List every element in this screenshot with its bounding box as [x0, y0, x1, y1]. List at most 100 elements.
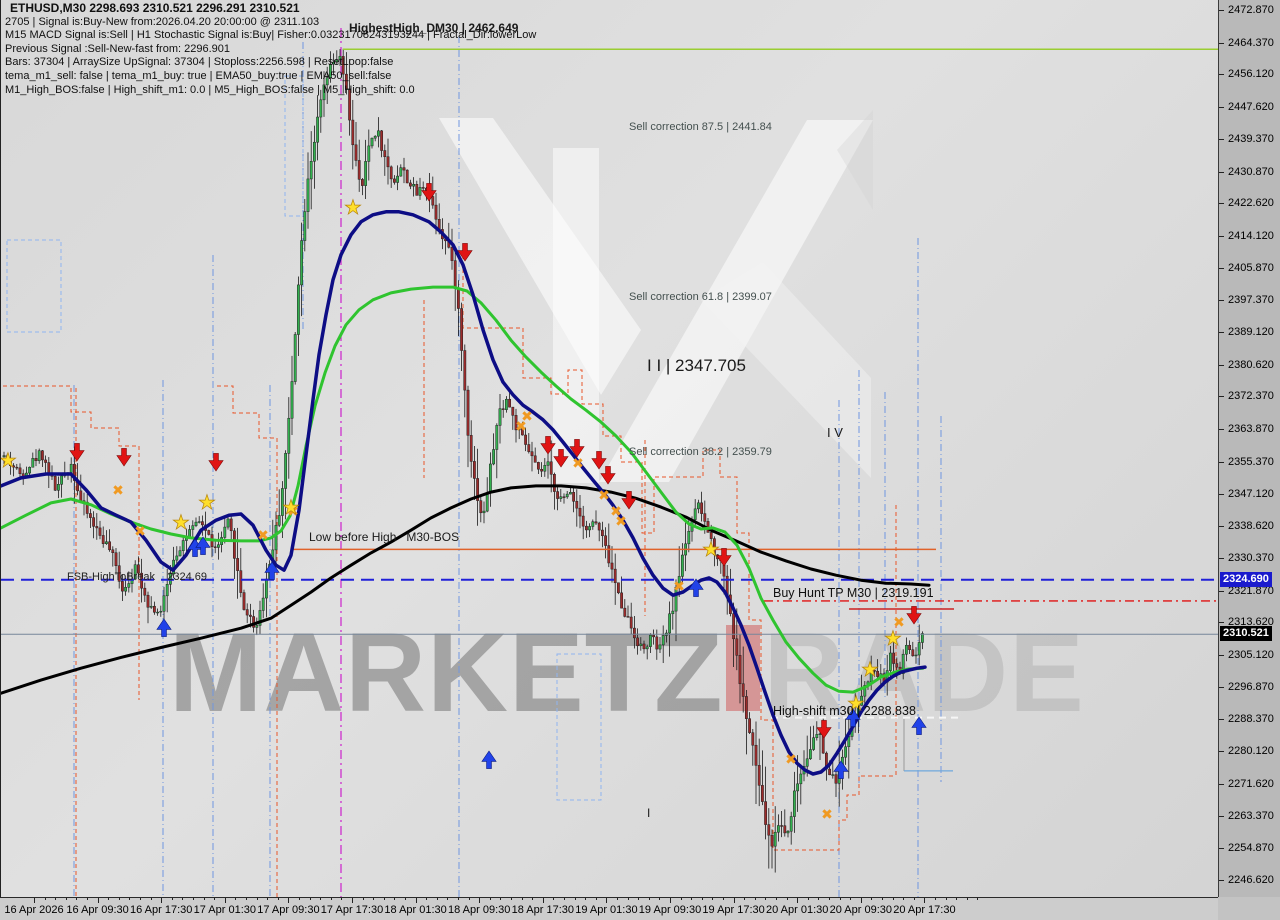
time-axis-label: 18 Apr 01:30: [384, 904, 447, 916]
time-minor-tick: [680, 898, 682, 900]
price-tick-label: 2263.370: [1228, 809, 1274, 822]
time-tick-mark: [224, 898, 226, 903]
time-minor-tick: [935, 898, 936, 900]
time-minor-tick: [458, 898, 459, 900]
time-minor-tick: [76, 898, 78, 900]
buy-arrow-icon: [195, 536, 211, 555]
chart-annotation: Sell correction 38.2 | 2359.79: [629, 446, 772, 458]
time-minor-tick: [182, 898, 184, 900]
price-tick-mark: [1219, 203, 1224, 205]
price-tick-label: 2447.620: [1228, 101, 1274, 114]
chart-annotation: FSB-HighToBreak 2324.69: [67, 571, 208, 583]
price-tick-mark: [1219, 138, 1224, 140]
time-minor-tick: [193, 898, 194, 900]
time-minor-tick: [765, 898, 767, 900]
price-tick-label: 2305.120: [1228, 649, 1274, 662]
x-cross-marker: ✖: [673, 579, 685, 595]
price-tick-mark: [1219, 171, 1224, 173]
time-minor-tick: [701, 898, 703, 900]
price-tick-mark: [1219, 429, 1224, 431]
time-minor-tick: [892, 898, 894, 900]
price-tick-mark: [1219, 622, 1224, 624]
price-badge: 2324.690: [1220, 571, 1272, 587]
time-minor-tick: [723, 898, 724, 900]
price-tick-mark: [1219, 107, 1224, 109]
price-tick-mark: [1219, 493, 1224, 495]
star-marker: ★: [198, 490, 216, 514]
time-minor-tick: [691, 898, 693, 900]
watermark-text: MARKETZ RADE: [169, 608, 1085, 737]
price-tick-label: 2380.620: [1228, 358, 1274, 371]
price-tick-label: 2439.370: [1228, 132, 1274, 145]
price-tick-label: 2456.120: [1228, 68, 1274, 81]
price-tick-label: 2397.370: [1228, 294, 1274, 307]
time-tick-mark: [479, 898, 481, 903]
chart-annotation: HighestHigh_DM30 | 2462.649: [349, 21, 519, 35]
time-minor-tick: [807, 898, 809, 900]
time-axis-label: 20 Apr 17:30: [893, 904, 956, 916]
time-minor-tick: [659, 898, 661, 900]
time-minor-tick: [140, 898, 141, 900]
x-cross-marker: ✖: [521, 409, 533, 425]
time-minor-tick: [447, 898, 449, 900]
star-marker: ★: [861, 657, 879, 681]
x-cross-marker: ✖: [134, 524, 146, 540]
buy-arrow-icon: [688, 578, 704, 597]
watermark-right: RADE: [763, 610, 1085, 735]
time-minor-tick: [299, 898, 300, 900]
sell-arrow-icon: [716, 548, 732, 567]
price-tick-mark: [1219, 396, 1224, 398]
x-cross-marker: ✖: [112, 483, 124, 499]
time-axis-label: 16 Apr 2026: [4, 904, 64, 916]
time-axis-label: 17 Apr 01:30: [193, 904, 256, 916]
price-tick-mark: [1219, 815, 1224, 817]
time-minor-tick: [118, 898, 120, 900]
time-minor-tick: [871, 898, 873, 900]
sell-arrow-icon: [569, 439, 585, 458]
time-minor-tick: [617, 898, 618, 900]
time-axis[interactable]: 16 Apr 2026 16 Apr 09:30 16 Apr 17:30 17 Ap…: [0, 897, 1218, 920]
time-minor-tick: [595, 898, 597, 900]
time-minor-tick: [87, 898, 88, 900]
previous-signal-line: Previous Signal :Sell-New-fast from: 229…: [5, 42, 230, 55]
time-minor-tick: [882, 898, 883, 900]
price-tick-label: 2338.620: [1228, 520, 1274, 533]
price-axis[interactable]: 2472.870 2464.370 2456.120 2447.620 2439.370…: [1218, 0, 1280, 897]
price-tick-label: 2430.870: [1228, 165, 1274, 178]
time-minor-tick: [214, 898, 216, 900]
time-axis-label: 18 Apr 09:30: [447, 904, 511, 916]
time-tick-mark: [288, 898, 290, 903]
time-minor-tick: [426, 898, 428, 900]
time-minor-tick: [362, 898, 364, 900]
chart-canvas[interactable]: ✖✖✖✖✖✖✖✖✖✖✖✖✖✖★★★★★★★★★: [1, 0, 1219, 897]
x-cross-marker: ✖: [598, 488, 610, 504]
chart-annotation: Sell correction 87.5 | 2441.84: [629, 121, 772, 133]
time-minor-tick: [945, 898, 947, 900]
symbol-ohlc-line: ETHUSD,M30 2298.693 2310.521 2296.291 23…: [10, 1, 300, 15]
time-minor-tick: [627, 898, 629, 900]
price-tick-mark: [1219, 10, 1224, 11]
buy-arrow-icon: [911, 716, 927, 735]
time-axis-label: 20 Apr 01:30: [765, 904, 829, 916]
price-tick-mark: [1219, 686, 1224, 688]
time-minor-tick: [850, 898, 852, 900]
time-tick-mark: [606, 898, 608, 903]
time-minor-tick: [277, 898, 279, 900]
time-axis-label: 20 Apr 09:30: [829, 904, 892, 916]
price-tick-label: 2363.870: [1228, 423, 1274, 436]
time-minor-tick: [744, 898, 746, 900]
sell-arrow-icon: [816, 720, 832, 739]
time-minor-tick: [246, 898, 247, 900]
chart-annotation: I I | 2347.705: [647, 356, 746, 375]
x-cross-marker: ✖: [785, 752, 797, 768]
time-minor-tick: [65, 898, 67, 900]
price-tick-label: 2313.620: [1228, 616, 1274, 629]
time-tick-mark: [97, 898, 99, 903]
sell-arrow-icon: [208, 453, 224, 472]
price-tick-label: 2464.370: [1228, 36, 1274, 49]
sell-arrow-icon: [540, 436, 556, 455]
time-minor-tick: [776, 898, 777, 900]
sell-arrow-icon: [116, 448, 132, 467]
